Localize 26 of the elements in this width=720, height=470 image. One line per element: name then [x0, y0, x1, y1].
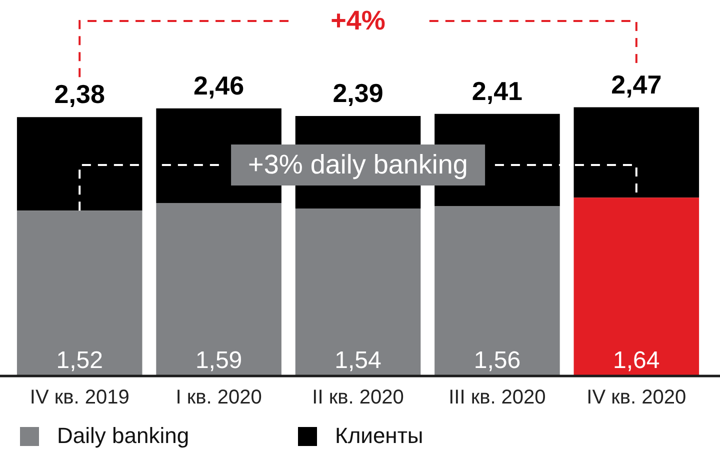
x-tick-label: IV кв. 2019 — [30, 386, 130, 409]
legend-label: Клиенты — [335, 423, 424, 449]
total-label: 2,47 — [611, 69, 662, 100]
x-tick-label: I кв. 2020 — [176, 386, 262, 409]
data-label: 1,52 — [56, 347, 103, 374]
data-label: 1,59 — [195, 347, 242, 374]
total-label: 2,41 — [472, 76, 523, 106]
annotation: +3% daily banking — [231, 144, 485, 186]
data-label: 1,54 — [334, 347, 382, 374]
bar — [574, 198, 700, 376]
bar — [16, 210, 142, 376]
text: +4% — [324, 6, 392, 36]
total-label: 2,39 — [332, 78, 384, 108]
total-label: 2,46 — [193, 70, 244, 100]
bar — [16, 117, 142, 211]
legend-label: Daily banking — [57, 423, 190, 449]
x-tick-label: IV кв. 2020 — [586, 386, 686, 409]
x-tick-label: II кв. 2020 — [312, 386, 404, 409]
bar — [156, 203, 282, 376]
data-label: 1,64 — [613, 347, 660, 374]
total-label: 2,38 — [54, 79, 105, 110]
bar — [574, 107, 700, 198]
x-tick-label: III кв. 2020 — [448, 386, 546, 409]
bar — [434, 206, 560, 376]
data-label: 1,56 — [474, 347, 521, 374]
bar — [295, 208, 421, 376]
